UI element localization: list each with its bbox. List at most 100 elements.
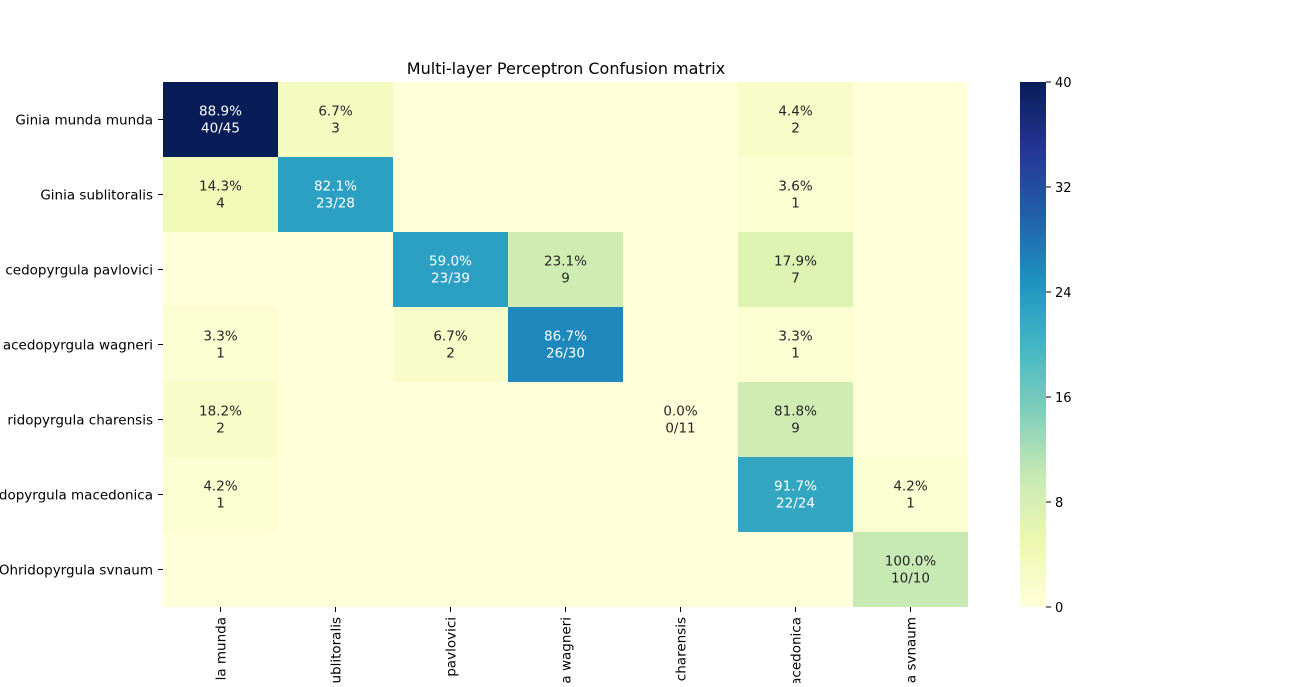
cell-percent-label: 4.2% [203, 479, 237, 495]
heatmap-cell [278, 307, 393, 382]
heatmap-cell [393, 532, 508, 607]
cell-count-label: 10/10 [891, 571, 930, 587]
cell-count-label: 2 [216, 421, 225, 437]
cell-count-label: 2 [791, 121, 800, 137]
cell-percent-label: 14.3% [199, 179, 242, 195]
cell-percent-label: 81.8% [774, 404, 817, 420]
cell-count-label: 4 [216, 196, 225, 212]
cell-percent-label: 86.7% [544, 329, 587, 345]
heatmap-cell [393, 157, 508, 232]
colorbar-tick-label: 40 [1055, 76, 1072, 91]
heatmap-cell [278, 532, 393, 607]
heatmap-cell [508, 457, 623, 532]
column-label: pavlovici [444, 617, 460, 677]
column-label: a svnaum [904, 617, 920, 683]
colorbar-tick-label: 16 [1055, 391, 1072, 406]
cell-percent-label: 6.7% [318, 104, 352, 120]
cell-percent-label: 91.7% [774, 479, 817, 495]
cell-count-label: 23/39 [431, 271, 470, 287]
heatmap-cell [853, 232, 968, 307]
heatmap-cell [278, 457, 393, 532]
heatmap-cell [623, 457, 738, 532]
column-label: a wagneri [559, 617, 575, 683]
heatmap-cell [853, 307, 968, 382]
colorbar-tick-label: 24 [1055, 286, 1072, 301]
heatmap-cell [623, 382, 738, 457]
cell-percent-label: 4.2% [893, 479, 927, 495]
cell-percent-label: 88.9% [199, 104, 242, 120]
row-label: cedopyrgula pavlovici [5, 263, 153, 279]
heatmap-cell [393, 232, 508, 307]
heatmap-cell [738, 157, 853, 232]
heatmap-cell [853, 157, 968, 232]
heatmap-cell [738, 232, 853, 307]
cell-percent-label: 4.4% [778, 104, 812, 120]
heatmap-cell [393, 82, 508, 157]
heatmap-cell [393, 457, 508, 532]
heatmap-cell [738, 307, 853, 382]
heatmap-cell [508, 307, 623, 382]
cell-percent-label: 18.2% [199, 404, 242, 420]
colorbar-tick-label: 0 [1055, 601, 1063, 616]
column-label: la munda [214, 617, 230, 680]
column-labels: la munda ublitoralis pavlovici a wagneri cha… [214, 607, 920, 686]
cell-count-label: 9 [561, 271, 570, 287]
cell-count-label: 9 [791, 421, 800, 437]
row-label: Ginia sublitoralis [40, 188, 153, 204]
heatmap-cell [278, 382, 393, 457]
cell-count-label: 40/45 [201, 121, 240, 137]
cell-count-label: 1 [216, 346, 225, 362]
heatmap-cell [508, 82, 623, 157]
heatmap-cell [393, 307, 508, 382]
heatmap-cell [163, 532, 278, 607]
heatmap-cell [738, 457, 853, 532]
cell-percent-label: 100.0% [885, 554, 937, 570]
heatmap-cell [623, 307, 738, 382]
cell-count-label: 1 [216, 496, 225, 512]
row-label: acedopyrgula wagneri [3, 338, 153, 354]
cell-percent-label: 23.1% [544, 254, 587, 270]
cell-percent-label: 17.9% [774, 254, 817, 270]
cell-count-label: 26/30 [546, 346, 585, 362]
row-label: Ginia munda munda [15, 113, 153, 129]
heatmap-cell [278, 157, 393, 232]
heatmap-cell [738, 382, 853, 457]
cell-count-label: 2 [446, 346, 455, 362]
heatmap-cell [853, 382, 968, 457]
heatmap-cell [163, 307, 278, 382]
cell-percent-label: 6.7% [433, 329, 467, 345]
column-label: acedonica [789, 617, 805, 683]
row-label: Ohridopyrgula svnaum [0, 563, 153, 579]
heatmap-cell [853, 532, 968, 607]
column-label: charensis [674, 617, 690, 681]
heatmap-cell [623, 157, 738, 232]
cell-count-label: 23/28 [316, 196, 355, 212]
column-label: ublitoralis [329, 617, 345, 683]
heatmap-cell [163, 382, 278, 457]
heatmap-cells: 88.9%40/456.7%34.4%214.3%482.1%23/283.6%… [163, 82, 968, 607]
row-labels: Ginia munda munda Ginia sublitoralis cedop… [0, 113, 163, 579]
colorbar-gradient [1020, 82, 1046, 607]
row-label: ridopyrgula charensis [7, 413, 153, 429]
heatmap-cell [623, 82, 738, 157]
cell-percent-label: 0.0% [663, 404, 697, 420]
heatmap-cell [278, 82, 393, 157]
cell-count-label: 1 [791, 346, 800, 362]
heatmap-cell [508, 382, 623, 457]
heatmap-cell [163, 157, 278, 232]
cell-count-label: 0/11 [665, 421, 695, 437]
heatmap-cell [623, 232, 738, 307]
cell-count-label: 3 [331, 121, 340, 137]
heatmap-cell [508, 232, 623, 307]
heatmap-cell [163, 82, 278, 157]
heatmap-cell [738, 532, 853, 607]
heatmap-cell [508, 532, 623, 607]
cell-percent-label: 3.3% [203, 329, 237, 345]
heatmap-cell [853, 457, 968, 532]
cell-percent-label: 82.1% [314, 179, 357, 195]
colorbar-tick-label: 8 [1055, 496, 1063, 511]
chart-title: Multi-layer Perceptron Confusion matrix [407, 59, 725, 78]
heatmap-cell [508, 157, 623, 232]
